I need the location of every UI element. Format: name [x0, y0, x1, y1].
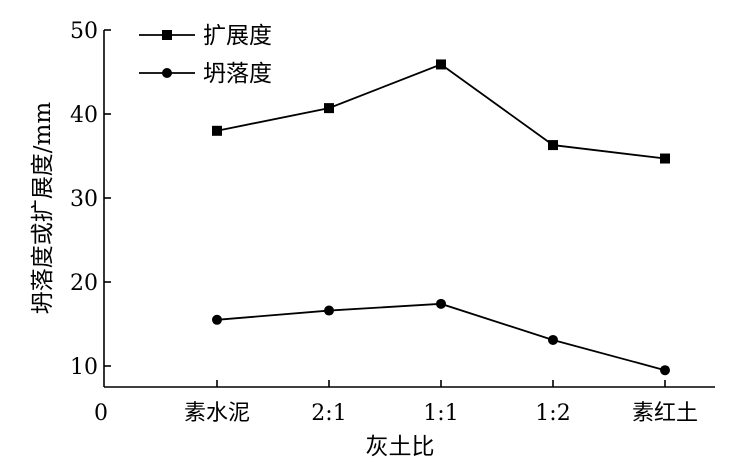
x-axis-label: 灰土比 — [366, 434, 435, 460]
series-2 — [212, 298, 670, 376]
y-tick-label: 10 — [70, 355, 98, 380]
series-line — [216, 302, 666, 372]
data-point — [212, 125, 222, 136]
x-tick-label: 1:2 — [535, 401, 570, 426]
series-layer — [212, 59, 670, 376]
data-point — [436, 59, 446, 70]
x-tick-label: 1:1 — [423, 401, 458, 426]
x-tick-label: 2:1 — [311, 401, 346, 426]
data-point — [324, 305, 334, 316]
y-ticks: 10 20 30 40 50 — [70, 19, 111, 380]
data-point — [548, 334, 558, 345]
data-point — [660, 153, 670, 164]
axes-frame — [103, 30, 715, 388]
x-ticks: 素水泥 2:1 1:1 1:2 素红土 — [184, 380, 698, 426]
y-tick-label: 50 — [70, 19, 98, 44]
legend-label: 扩展度 — [203, 23, 272, 49]
y-tick-label: 30 — [70, 187, 98, 212]
data-point — [660, 365, 670, 376]
x-tick-label: 素红土 — [632, 401, 698, 426]
series-1 — [212, 59, 670, 164]
legend-label: 坍落度 — [203, 61, 272, 87]
data-point — [212, 314, 222, 325]
y-tick-label: 20 — [70, 271, 98, 296]
legend-item: 坍落度 — [139, 61, 272, 87]
y-axis-label: 坍落度或扩展度/mm — [30, 102, 56, 315]
x-tick-label: 素水泥 — [184, 401, 250, 426]
series-line — [216, 63, 666, 160]
legend-item: 扩展度 — [139, 23, 272, 49]
data-point — [436, 298, 446, 309]
legend-marker — [162, 30, 172, 40]
legend-marker — [162, 68, 172, 78]
data-point — [548, 140, 558, 151]
x-origin-label: 0 — [94, 401, 108, 426]
y-tick-label: 40 — [70, 103, 98, 128]
data-point — [324, 103, 334, 114]
